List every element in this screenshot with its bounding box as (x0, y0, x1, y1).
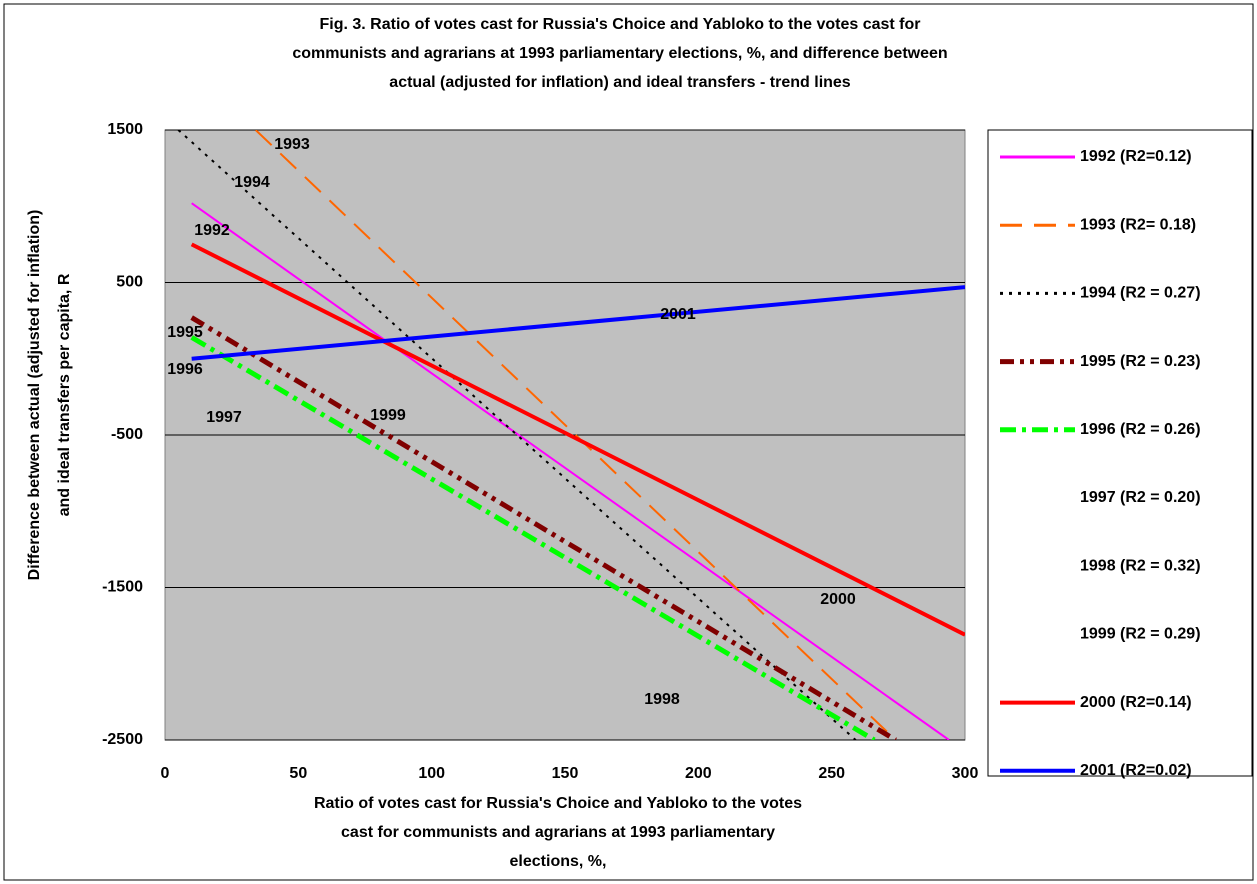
x-tick-label: 100 (418, 765, 445, 782)
line-annotation: 2000 (820, 591, 856, 608)
x-tick-label: 200 (685, 765, 712, 782)
legend-label: 1996 (R2 = 0.26) (1080, 421, 1201, 438)
chart-title: communists and agrarians at 1993 parliam… (292, 45, 947, 62)
y-tick-label: -500 (111, 426, 143, 443)
y-axis-label: Difference between actual (adjusted for … (26, 210, 43, 581)
line-annotation: 1999 (370, 407, 406, 424)
y-tick-label: 1500 (107, 121, 143, 138)
line-annotation: 1995 (167, 324, 203, 341)
trend-line (190, 335, 876, 740)
line-annotation: 1994 (234, 174, 270, 191)
legend-label: 1997 (R2 = 0.20) (1080, 489, 1201, 506)
trend-line (190, 242, 965, 637)
trend-line (254, 130, 897, 740)
chart-title: Fig. 3. Ratio of votes cast for Russia's… (320, 16, 921, 33)
trend-line (190, 315, 897, 740)
trend-line (191, 202, 950, 740)
legend-label: 2000 (R2=0.14) (1080, 694, 1192, 711)
legend-label: 2001 (R2=0.02) (1080, 762, 1192, 779)
y-tick-label: 500 (116, 274, 143, 291)
x-tick-label: 0 (161, 765, 170, 782)
x-tick-label: 300 (952, 765, 979, 782)
trend-line (191, 285, 965, 361)
line-annotation: 1993 (274, 136, 310, 153)
line-annotation: 1998 (644, 691, 680, 708)
y-axis-label: and ideal transfers per capita, R (56, 273, 73, 516)
x-tick-label: 150 (552, 765, 579, 782)
line-annotation: 1992 (194, 222, 230, 239)
legend-label: 1998 (R2 = 0.32) (1080, 557, 1201, 574)
line-annotation: 1997 (206, 409, 242, 426)
legend-label: 1999 (R2 = 0.29) (1080, 626, 1201, 643)
line-annotation: 1996 (167, 361, 203, 378)
x-tick-label: 50 (289, 765, 307, 782)
x-tick-label: 250 (818, 765, 845, 782)
legend-label: 1994 (R2 = 0.27) (1080, 285, 1201, 302)
legend-label: 1995 (R2 = 0.23) (1080, 353, 1201, 370)
x-axis-label: elections, %, (510, 853, 607, 870)
chart-title: actual (adjusted for inflation) and idea… (389, 74, 851, 91)
legend-label: 1993 (R2= 0.18) (1080, 216, 1196, 233)
x-axis-label: Ratio of votes cast for Russia's Choice … (314, 795, 802, 812)
line-annotation: 2001 (660, 306, 696, 323)
x-axis-label: cast for communists and agrarians at 199… (341, 824, 775, 841)
y-tick-label: -2500 (102, 731, 143, 748)
legend-box (987, 129, 1253, 777)
y-tick-label: -1500 (102, 579, 143, 596)
legend-label: 1992 (R2=0.12) (1080, 148, 1192, 165)
plot-lines (177, 130, 965, 740)
